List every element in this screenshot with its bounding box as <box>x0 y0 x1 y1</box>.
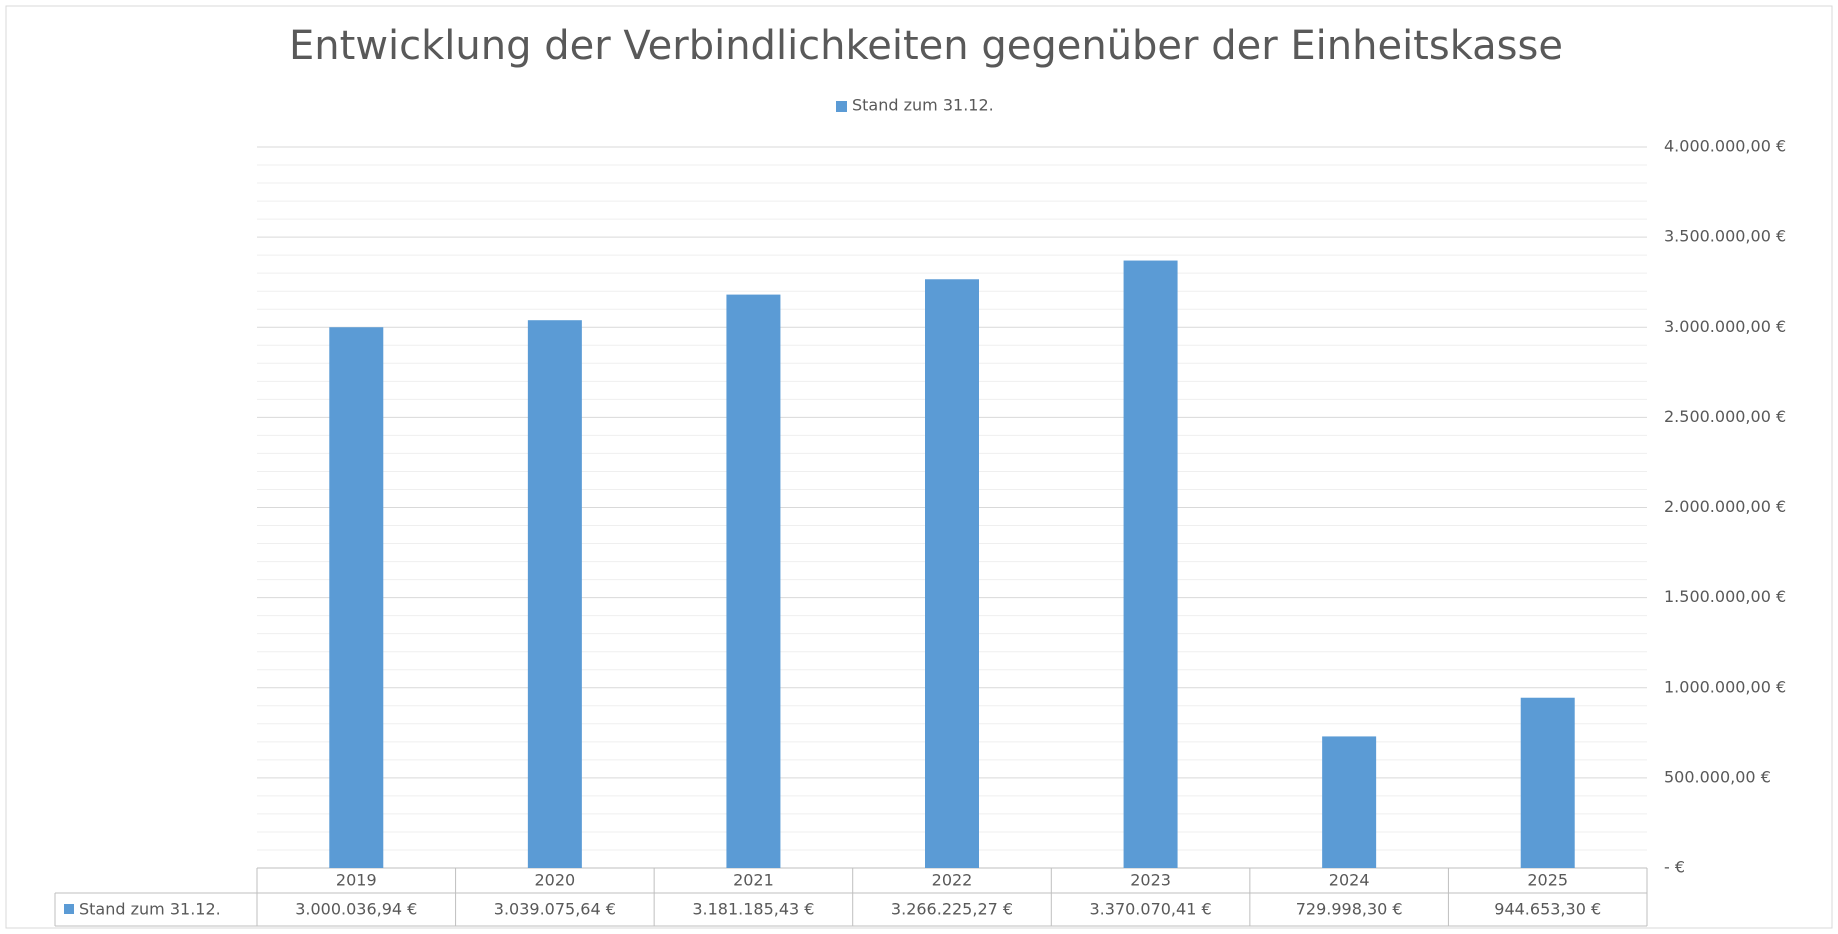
legend-swatch <box>836 101 847 112</box>
y-tick-label: 2.000.000,00 € <box>1664 497 1786 516</box>
bar <box>726 294 781 869</box>
table-value: 3.370.070,41 € <box>1090 900 1212 919</box>
y-tick-label: 1.000.000,00 € <box>1664 677 1786 696</box>
table-value: 3.039.075,64 € <box>494 900 616 919</box>
bar <box>1520 697 1575 868</box>
x-tick-label: 2019 <box>336 871 377 890</box>
y-tick-label: - € <box>1664 858 1685 877</box>
x-tick-label: 2021 <box>733 871 774 890</box>
x-tick-label: 2024 <box>1329 871 1370 890</box>
bar <box>329 327 384 868</box>
x-tick-label: 2020 <box>534 871 575 890</box>
x-tick-label: 2025 <box>1527 871 1568 890</box>
bar <box>1322 736 1377 868</box>
y-tick-label: 2.500.000,00 € <box>1664 407 1786 426</box>
bar <box>1123 260 1178 868</box>
chart-title: Entwicklung der Verbindlichkeiten gegenü… <box>289 23 1563 69</box>
y-tick-label: 4.000.000,00 € <box>1664 137 1786 156</box>
y-tick-label: 1.500.000,00 € <box>1664 587 1786 606</box>
y-tick-label: 3.000.000,00 € <box>1664 317 1786 336</box>
table-value: 3.266.225,27 € <box>891 900 1013 919</box>
legend-label: Stand zum 31.12. <box>852 96 994 115</box>
x-tick-label: 2022 <box>932 871 973 890</box>
table-value: 3.181.185,43 € <box>692 900 814 919</box>
y-tick-label: 3.500.000,00 € <box>1664 227 1786 246</box>
x-tick-label: 2023 <box>1130 871 1171 890</box>
bar <box>527 320 582 868</box>
table-legend-swatch <box>64 904 74 914</box>
table-value: 944.653,30 € <box>1494 900 1601 919</box>
table-value: 3.000.036,94 € <box>295 900 417 919</box>
table-value: 729.998,30 € <box>1296 900 1403 919</box>
y-tick-label: 500.000,00 € <box>1664 767 1771 786</box>
table-row-header: Stand zum 31.12. <box>79 900 221 919</box>
bar <box>925 279 979 868</box>
